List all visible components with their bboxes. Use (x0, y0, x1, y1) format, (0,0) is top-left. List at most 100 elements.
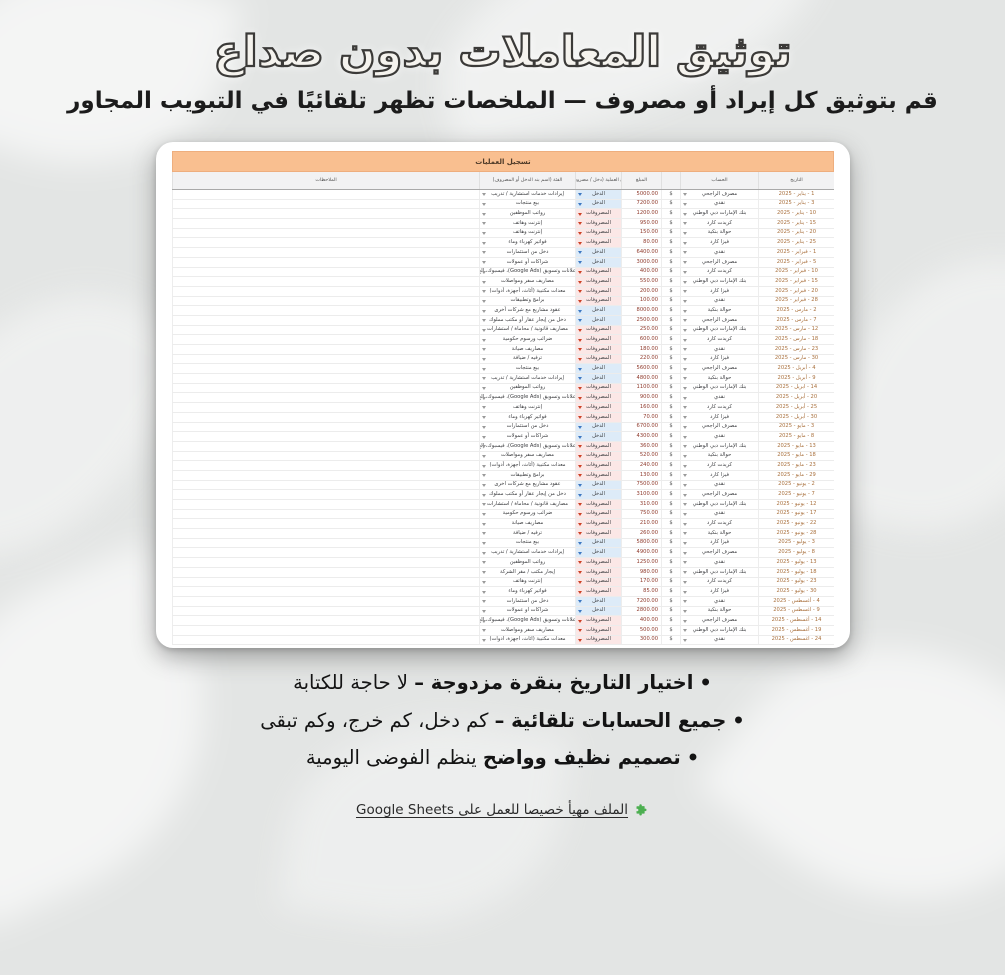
notes-cell[interactable] (172, 519, 479, 529)
category-cell[interactable]: معدات مكتبية (أثاث، أجهزة، أدوات) (479, 635, 575, 645)
currency-cell[interactable]: $ (661, 296, 680, 306)
notes-cell[interactable] (172, 451, 479, 461)
amount-cell[interactable]: 250.00 (621, 325, 661, 335)
date-cell[interactable]: 29 - مايو - 2025 (758, 470, 834, 480)
account-cell[interactable]: نقدي (680, 635, 758, 645)
table-row[interactable]: 17 - يونيو - 2025 نقدي $750.00 المصروفات ضرا… (172, 509, 834, 520)
type-cell[interactable]: الدخل (575, 480, 621, 490)
currency-cell[interactable]: $ (661, 451, 680, 461)
table-row[interactable]: 4 - أبريل - 2025 مصرف الراجحي $5600.00 الدخ… (172, 364, 834, 375)
table-row[interactable]: 13 - يوليو - 2025 نقدي $1250.00 المصروفات رو… (172, 558, 834, 568)
currency-cell[interactable]: $ (661, 519, 680, 529)
category-cell[interactable]: ضرائب ورسوم حكومية (479, 509, 575, 519)
notes-cell[interactable] (172, 315, 479, 325)
type-cell[interactable]: المصروفات (575, 325, 621, 335)
account-cell[interactable]: مصرف الراجحي (680, 548, 758, 558)
notes-cell[interactable] (172, 441, 479, 451)
notes-cell[interactable] (172, 509, 479, 519)
notes-cell[interactable] (172, 480, 479, 490)
table-row[interactable]: 30 - يوليو - 2025 فيزا كارد $85.00 المصروفا… (172, 587, 834, 597)
amount-cell[interactable]: 1200.00 (621, 209, 661, 219)
amount-cell[interactable]: 180.00 (621, 345, 661, 354)
amount-cell[interactable]: 1100.00 (621, 383, 661, 393)
amount-cell[interactable]: 5000.00 (621, 190, 661, 199)
amount-cell[interactable]: 7200.00 (621, 596, 661, 606)
date-cell[interactable]: 14 - أغسطس - 2025 (758, 616, 834, 625)
account-cell[interactable]: فيزا كارد (680, 354, 758, 364)
category-cell[interactable]: اعلانات وتسويق (Google Ads)، فيسبوك، إلخ (479, 616, 575, 625)
date-cell[interactable]: 18 - مارس - 2025 (758, 335, 834, 344)
type-cell[interactable]: المصروفات (575, 509, 621, 519)
category-cell[interactable]: بيع منتجات (479, 199, 575, 209)
category-cell[interactable]: إيرادات خدمات استشارية / تدريب (479, 548, 575, 558)
account-cell[interactable]: فيزا كارد (680, 412, 758, 422)
date-cell[interactable]: 20 - أبريل - 2025 (758, 393, 834, 403)
currency-cell[interactable]: $ (661, 490, 680, 499)
amount-cell[interactable]: 7200.00 (621, 199, 661, 209)
account-cell[interactable]: حوالة بنكية (680, 529, 758, 538)
table-row[interactable]: 23 - يوليو - 2025 كريدت كارد $170.00 المصرو… (172, 577, 834, 588)
category-cell[interactable]: شراكات أو عمولات (479, 432, 575, 441)
currency-cell[interactable]: $ (661, 509, 680, 519)
currency-cell[interactable]: $ (661, 393, 680, 403)
date-cell[interactable]: 2 - يونيو - 2025 (758, 480, 834, 490)
footer-note[interactable]: الملف مهيأ خصيصا للعمل على Google Sheets (0, 802, 1005, 818)
table-row[interactable]: 3 - يناير - 2025 نقدي $7200.00 الدخل بيع منت… (172, 199, 834, 210)
table-row[interactable]: 7 - يونيو - 2025 مصرف الراجحي $3100.00 الدخ… (172, 490, 834, 500)
category-cell[interactable]: بيع منتجات (479, 364, 575, 374)
notes-cell[interactable] (172, 248, 479, 257)
account-cell[interactable]: كريدت كارد (680, 519, 758, 529)
notes-cell[interactable] (172, 209, 479, 219)
notes-cell[interactable] (172, 606, 479, 616)
amount-cell[interactable]: 4800.00 (621, 374, 661, 383)
type-cell[interactable]: المصروفات (575, 441, 621, 451)
amount-cell[interactable]: 4300.00 (621, 432, 661, 441)
amount-cell[interactable]: 900.00 (621, 393, 661, 403)
currency-cell[interactable]: $ (661, 500, 680, 509)
account-cell[interactable]: كريدت كارد (680, 403, 758, 412)
account-cell[interactable]: حوالة بنكية (680, 306, 758, 315)
category-cell[interactable]: إنترنت وهاتف (479, 219, 575, 228)
amount-cell[interactable]: 210.00 (621, 519, 661, 529)
notes-cell[interactable] (172, 393, 479, 403)
amount-cell[interactable]: 6700.00 (621, 422, 661, 432)
category-cell[interactable]: مصاريف سفر ومواصلات (479, 625, 575, 635)
table-row[interactable]: 18 - مارس - 2025 كريدت كارد $600.00 المصروف… (172, 335, 834, 345)
currency-cell[interactable]: $ (661, 209, 680, 219)
notes-cell[interactable] (172, 345, 479, 354)
account-cell[interactable]: حوالة بنكية (680, 228, 758, 238)
type-cell[interactable]: المصروفات (575, 412, 621, 422)
amount-cell[interactable]: 150.00 (621, 228, 661, 238)
date-cell[interactable]: 25 - يناير - 2025 (758, 238, 834, 248)
notes-cell[interactable] (172, 286, 479, 296)
currency-cell[interactable]: $ (661, 587, 680, 596)
category-cell[interactable]: مصاريف سفر ومواصلات (479, 277, 575, 286)
currency-cell[interactable]: $ (661, 403, 680, 412)
notes-cell[interactable] (172, 412, 479, 422)
table-row[interactable]: 4 - أغسطس - 2025 نقدي $7200.00 الدخل دخل من … (172, 596, 834, 607)
notes-cell[interactable] (172, 635, 479, 645)
type-cell[interactable]: المصروفات (575, 219, 621, 228)
currency-cell[interactable]: $ (661, 529, 680, 538)
account-cell[interactable]: نقدي (680, 509, 758, 519)
notes-cell[interactable] (172, 403, 479, 412)
account-cell[interactable]: نقدي (680, 393, 758, 403)
amount-cell[interactable]: 7500.00 (621, 480, 661, 490)
notes-cell[interactable] (172, 587, 479, 596)
notes-cell[interactable] (172, 422, 479, 432)
table-row[interactable]: 18 - يوليو - 2025 بنك الإمارات دبي الوطني… (172, 567, 834, 578)
type-cell[interactable]: الدخل (575, 248, 621, 257)
type-cell[interactable]: المصروفات (575, 529, 621, 538)
table-row[interactable]: 20 - فبراير - 2025 فيزا كارد $200.00 المصرو… (172, 286, 834, 297)
type-cell[interactable]: المصروفات (575, 567, 621, 577)
currency-cell[interactable]: $ (661, 625, 680, 635)
date-cell[interactable]: 12 - يونيو - 2025 (758, 500, 834, 509)
notes-cell[interactable] (172, 219, 479, 228)
type-cell[interactable]: الدخل (575, 538, 621, 548)
account-cell[interactable]: حوالة بنكية (680, 606, 758, 616)
amount-cell[interactable]: 160.00 (621, 403, 661, 412)
notes-cell[interactable] (172, 199, 479, 209)
date-cell[interactable]: 2 - مارس - 2025 (758, 306, 834, 315)
type-cell[interactable]: المصروفات (575, 470, 621, 480)
amount-cell[interactable]: 500.00 (621, 625, 661, 635)
